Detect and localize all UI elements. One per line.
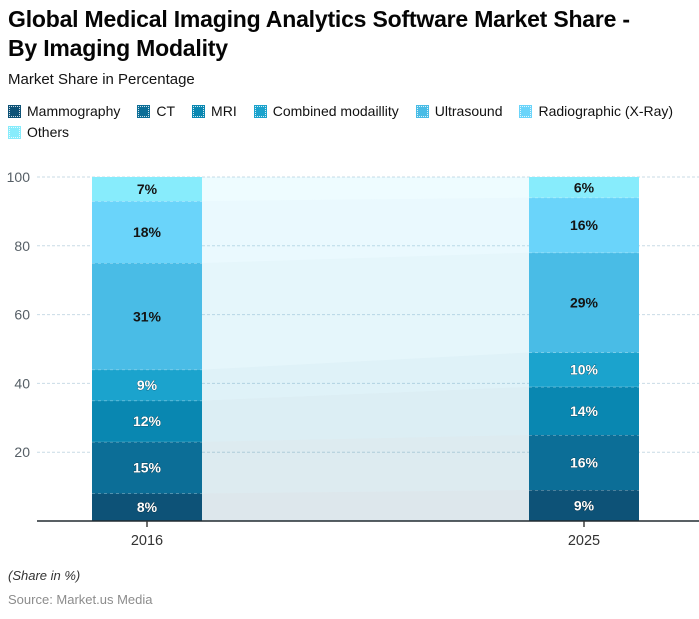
segment-value-label: 9% xyxy=(574,498,595,514)
series-band xyxy=(202,252,529,370)
y-tick-label: 100 xyxy=(7,169,31,185)
legend-item-ultrasound[interactable]: Ultrasound xyxy=(415,103,503,119)
legend-swatch xyxy=(8,125,21,139)
legend-item-others[interactable]: Others xyxy=(8,124,69,140)
legend-swatch xyxy=(253,104,267,118)
chart-subtitle: Market Share in Percentage xyxy=(8,71,195,88)
chart-title: Global Medical Imaging Analytics Softwar… xyxy=(8,6,630,62)
legend-swatch xyxy=(519,104,533,118)
connector-bands xyxy=(202,177,529,521)
legend-label: Ultrasound xyxy=(434,103,503,119)
segment-value-label: 14% xyxy=(570,403,599,419)
legend-row-2: Others xyxy=(8,124,673,140)
bar-segment xyxy=(529,490,639,521)
legend-item-ct[interactable]: CT xyxy=(137,103,175,119)
y-tick-label: 20 xyxy=(14,444,30,460)
legend-label: Combined modaillity xyxy=(272,103,399,119)
bar-segment xyxy=(92,201,202,263)
bars: 8% 9% 15% 16% 12% 14% 9% 10% 31% 29% 18% 16% 7% 6% xyxy=(92,177,639,521)
y-tick-label: 60 xyxy=(14,307,30,323)
bar-segment xyxy=(92,263,202,370)
legend-swatch xyxy=(8,104,21,118)
bar-segment xyxy=(92,441,202,494)
legend: Mammography CT MRI Combined modaillity Ultra… xyxy=(8,103,673,140)
legend-label: Radiographic (X-Ray) xyxy=(538,103,674,119)
legend-label: Others xyxy=(27,124,70,140)
bar-segment xyxy=(92,493,202,521)
legend-label: MRI xyxy=(211,103,237,119)
segment-value-label: 7% xyxy=(137,181,158,197)
legend-label: CT xyxy=(156,103,176,119)
legend-item-mri[interactable]: MRI xyxy=(192,103,237,119)
y-tick-label: 80 xyxy=(14,238,30,254)
segment-value-label: 15% xyxy=(133,460,162,476)
segment-value-label: 18% xyxy=(133,224,162,240)
legend-label: Mammography xyxy=(27,103,121,119)
legend-item-combined-modaillity[interactable]: Combined modaillity xyxy=(253,103,399,119)
stacked-bar-chart: 20 40 60 80 100 8% 9% 15% 16% 12% 14% 9% 10% 31% 29% 18… xyxy=(7,169,699,549)
series-band xyxy=(202,490,529,521)
segment-value-label: 8% xyxy=(137,499,158,515)
legend-swatch xyxy=(137,104,151,118)
segment-value-label: 10% xyxy=(570,362,599,378)
source-credit: Source: Market.us Media xyxy=(8,592,153,607)
bar-segment xyxy=(92,177,202,202)
segment-value-label: 16% xyxy=(570,217,599,233)
legend-swatch xyxy=(415,104,429,118)
series-band xyxy=(202,386,529,442)
segment-value-label: 31% xyxy=(133,308,162,324)
series-band xyxy=(202,435,529,494)
segment-value-label: 12% xyxy=(133,413,162,429)
segment-value-label: 6% xyxy=(574,179,595,195)
segment-value-label: 29% xyxy=(570,295,599,311)
legend-item-radiographic-x-ray[interactable]: Radiographic (X-Ray) xyxy=(519,103,673,119)
bar-segment xyxy=(92,400,202,442)
share-note: (Share in %) xyxy=(8,568,81,583)
bar-segment xyxy=(92,369,202,401)
bar-segment xyxy=(529,352,639,387)
x-axis: 2016 2025 xyxy=(37,520,699,549)
series-band xyxy=(202,352,529,401)
x-tick-label: 2016 xyxy=(131,533,163,549)
legend-row-1: Mammography CT MRI Combined modaillity Ultra… xyxy=(8,103,673,119)
x-tick-label: 2025 xyxy=(568,533,600,549)
series-band xyxy=(202,197,529,263)
bar-segment xyxy=(529,435,639,491)
legend-item-mammography[interactable]: Mammography xyxy=(8,103,120,119)
bar-segment xyxy=(529,386,639,435)
series-band xyxy=(202,177,529,202)
segment-value-label: 16% xyxy=(570,455,599,471)
legend-swatch xyxy=(192,104,206,118)
segment-value-label: 9% xyxy=(137,377,158,393)
bar-segment xyxy=(529,197,639,253)
y-tick-label: 40 xyxy=(14,375,30,391)
bar-segment xyxy=(529,177,639,198)
bar-segment xyxy=(529,252,639,353)
